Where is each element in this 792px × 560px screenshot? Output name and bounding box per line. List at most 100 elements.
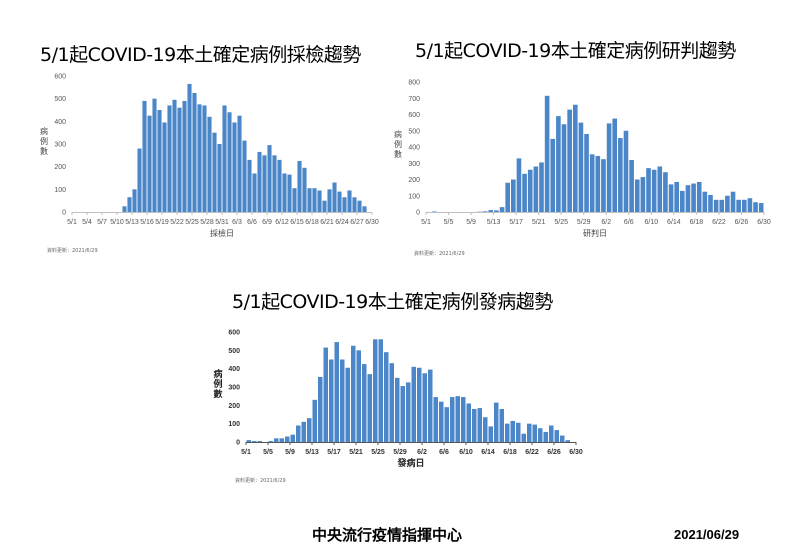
bar bbox=[460, 397, 466, 442]
bar bbox=[389, 363, 395, 442]
x-tick-label: 6/10 bbox=[459, 449, 473, 456]
bar bbox=[584, 134, 589, 212]
bar bbox=[257, 151, 262, 212]
bar bbox=[499, 207, 505, 212]
bar bbox=[323, 347, 329, 442]
bar bbox=[372, 339, 378, 442]
bar bbox=[543, 431, 549, 442]
bar bbox=[297, 161, 302, 212]
bar bbox=[312, 399, 318, 442]
y-tick-label: 300 bbox=[54, 142, 66, 149]
bar bbox=[232, 122, 237, 212]
chart-diagnosis: 0 100 200 300 400 500 600 700 800 5/1 5/5 5/9 5/13 5/… bbox=[390, 70, 780, 250]
bar bbox=[147, 115, 152, 212]
x-tick-label: 6/14 bbox=[667, 219, 681, 226]
y-axis-title-char: 例 bbox=[394, 139, 402, 149]
y-tick-label: 600 bbox=[54, 74, 66, 81]
bar bbox=[242, 140, 247, 212]
x-tick-label: 5/4 bbox=[82, 219, 92, 226]
x-tick-label: 6/18 bbox=[690, 219, 704, 226]
x-tick-label: 6/9 bbox=[262, 219, 272, 226]
y-axis-title-char: 病 bbox=[213, 368, 222, 380]
x-tick-label: 5/21 bbox=[349, 449, 363, 456]
bar bbox=[595, 155, 601, 212]
x-tick-label: 5/17 bbox=[509, 219, 523, 226]
bar bbox=[177, 107, 182, 212]
x-tick-label: 5/1 bbox=[241, 449, 251, 456]
update-note-onset: 資料更新：2021/6/29 bbox=[235, 478, 286, 484]
bar bbox=[167, 105, 172, 212]
x-tick-label: 6/18 bbox=[503, 449, 517, 456]
update-note-sampling: 資料更新：2021/6/29 bbox=[47, 248, 98, 254]
bar bbox=[251, 441, 257, 442]
update-note-diagnosis: 資料更新：2021/6/29 bbox=[414, 251, 465, 257]
bar bbox=[277, 159, 282, 212]
x-tick-label: 6/18 bbox=[305, 219, 319, 226]
bar bbox=[394, 377, 400, 442]
bar bbox=[634, 179, 640, 212]
bar bbox=[405, 382, 411, 442]
bar bbox=[342, 197, 347, 212]
y-axis-title-char: 例 bbox=[40, 136, 48, 146]
y-tick-label: 500 bbox=[228, 348, 240, 355]
bar bbox=[197, 104, 202, 212]
bar bbox=[612, 118, 618, 212]
bar bbox=[493, 402, 499, 442]
x-tick-label: 6/15 bbox=[290, 219, 304, 226]
bar bbox=[352, 197, 357, 212]
bar bbox=[217, 144, 222, 212]
bar bbox=[127, 197, 132, 212]
bar bbox=[328, 359, 334, 442]
bar bbox=[753, 202, 758, 212]
bar bbox=[137, 148, 142, 212]
bar bbox=[725, 195, 730, 212]
bar bbox=[713, 199, 719, 212]
bar bbox=[157, 110, 162, 212]
y-axis-title-char: 病 bbox=[40, 126, 48, 136]
bar bbox=[411, 366, 417, 442]
chart-title-sampling: 5/1起COVID-19本土確定病例採檢趨勢 bbox=[40, 44, 361, 66]
chart-title-onset: 5/1起COVID-19本土確定病例發病趨勢 bbox=[232, 291, 553, 313]
x-tick-label: 5/5 bbox=[263, 449, 273, 456]
y-tick-label: 300 bbox=[228, 385, 240, 392]
bar bbox=[361, 364, 367, 442]
bar bbox=[347, 190, 352, 212]
x-tick-label: 6/14 bbox=[481, 449, 495, 456]
bar bbox=[527, 169, 533, 212]
footer-date: 2021/06/29 bbox=[674, 527, 740, 542]
x-tick-label: 5/28 bbox=[200, 219, 214, 226]
bar bbox=[327, 189, 332, 212]
bar bbox=[444, 407, 450, 442]
bar bbox=[618, 138, 623, 212]
x-tick-label: 5/25 bbox=[554, 219, 568, 226]
bar bbox=[332, 182, 337, 212]
x-axis-title: 發病日 bbox=[396, 457, 424, 469]
bar bbox=[561, 124, 567, 212]
bar bbox=[292, 188, 297, 212]
y-tick-label: 100 bbox=[54, 187, 66, 194]
y-tick-label: 100 bbox=[228, 421, 240, 428]
bar bbox=[537, 428, 543, 442]
x-tick-label: 5/29 bbox=[577, 219, 591, 226]
bar bbox=[282, 173, 287, 212]
bar bbox=[471, 409, 477, 442]
bar bbox=[272, 155, 277, 212]
bar bbox=[307, 188, 312, 212]
x-tick-label: 5/21 bbox=[532, 219, 546, 226]
bar bbox=[122, 206, 127, 212]
x-tick-label: 5/7 bbox=[97, 219, 107, 226]
bar bbox=[237, 115, 242, 212]
bar bbox=[427, 369, 433, 442]
x-tick-label: 5/13 bbox=[487, 219, 501, 226]
y-tick-label: 100 bbox=[408, 193, 420, 200]
y-tick-label: 500 bbox=[54, 96, 66, 103]
y-tick-label: 200 bbox=[228, 403, 240, 410]
x-tick-label: 6/6 bbox=[247, 219, 257, 226]
y-tick-label: 200 bbox=[54, 164, 66, 171]
bar bbox=[367, 374, 373, 442]
x-tick-label: 5/25 bbox=[185, 219, 199, 226]
bar bbox=[482, 417, 488, 442]
bar bbox=[685, 185, 691, 212]
bar bbox=[207, 116, 212, 212]
bar bbox=[422, 373, 428, 442]
